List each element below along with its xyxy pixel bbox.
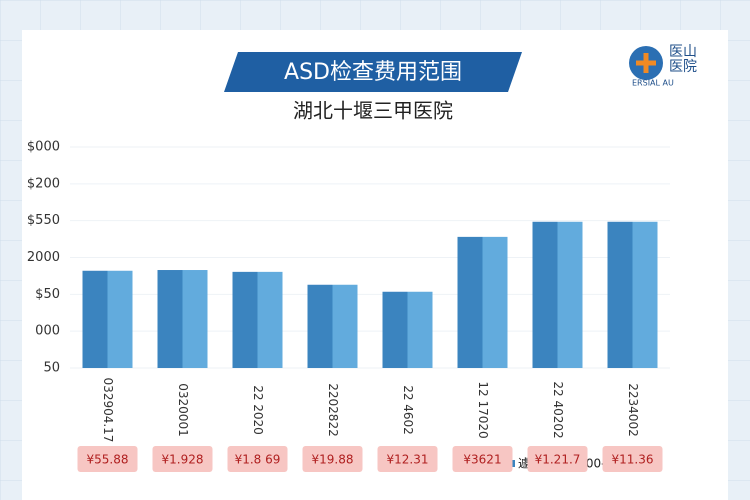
price-label: ¥3621 bbox=[463, 453, 501, 467]
subtitle: 湖北十堰三甲医院 bbox=[293, 99, 453, 123]
bar bbox=[607, 221, 658, 368]
bar-half bbox=[632, 221, 658, 368]
bar-half bbox=[557, 221, 583, 368]
price-box bbox=[302, 446, 363, 472]
y-tick-label: 2000 bbox=[27, 250, 60, 265]
y-tick-label: $50 bbox=[35, 287, 60, 302]
chart-title: ASD检查费用范围 bbox=[284, 60, 462, 85]
x-tick-label: 2234002 bbox=[626, 383, 640, 436]
y-tick-label: 000 bbox=[35, 324, 60, 339]
x-tick-label: 22 40202 bbox=[551, 381, 565, 438]
price-label: ¥1.928 bbox=[162, 453, 204, 467]
y-tick-label: $550 bbox=[27, 213, 60, 228]
price-box bbox=[77, 446, 138, 472]
price-box bbox=[152, 446, 213, 472]
bar-half bbox=[457, 236, 483, 368]
bar bbox=[157, 270, 208, 368]
price-label: ¥55.88 bbox=[87, 453, 129, 467]
price-box bbox=[377, 446, 438, 472]
price-label: ¥19.88 bbox=[312, 453, 354, 467]
bar-half bbox=[307, 284, 333, 368]
bar bbox=[307, 284, 358, 368]
bar bbox=[457, 236, 508, 368]
bar-half bbox=[607, 221, 633, 368]
x-tick-label: 12 17020 bbox=[476, 381, 490, 438]
y-tick-label: 50 bbox=[43, 361, 60, 376]
price-box bbox=[602, 446, 663, 472]
bar-half bbox=[82, 270, 108, 368]
bar-half bbox=[182, 270, 208, 368]
bar-half bbox=[157, 270, 183, 368]
bar-half bbox=[482, 236, 508, 368]
bar-half bbox=[532, 221, 558, 368]
logo-text: 医山 bbox=[669, 44, 697, 60]
logo-text: 医院 bbox=[669, 59, 697, 75]
x-tick-label: 2202822 bbox=[326, 383, 340, 436]
y-tick-label: $200 bbox=[27, 176, 60, 191]
bar bbox=[232, 271, 283, 368]
logo-caption: ERSIAL AU bbox=[632, 79, 674, 88]
bar-half bbox=[382, 291, 408, 368]
price-label: ¥1.21.7 bbox=[535, 453, 581, 467]
price-box bbox=[527, 446, 588, 472]
x-tick-label: 032904.17 bbox=[101, 378, 115, 443]
x-tick-label: 22 2020 bbox=[251, 385, 265, 435]
price-box bbox=[452, 446, 513, 472]
bar-half bbox=[257, 271, 283, 368]
price-label: ¥1.8 69 bbox=[235, 453, 281, 467]
price-box bbox=[227, 446, 288, 472]
bar bbox=[82, 270, 133, 368]
title-banner bbox=[224, 52, 522, 92]
price-label: ¥11.36 bbox=[612, 453, 654, 467]
bar-half bbox=[407, 291, 433, 368]
bar bbox=[382, 291, 433, 368]
bar-half bbox=[232, 271, 258, 368]
bar bbox=[532, 221, 583, 368]
logo-cross bbox=[636, 53, 656, 73]
x-tick-label: 22 4602 bbox=[401, 385, 415, 435]
bar-half bbox=[332, 284, 358, 368]
y-tick-label: $000 bbox=[27, 140, 60, 155]
x-tick-label: 0320001 bbox=[176, 383, 190, 436]
price-label: ¥12.31 bbox=[387, 453, 429, 467]
bar-half bbox=[107, 270, 133, 368]
